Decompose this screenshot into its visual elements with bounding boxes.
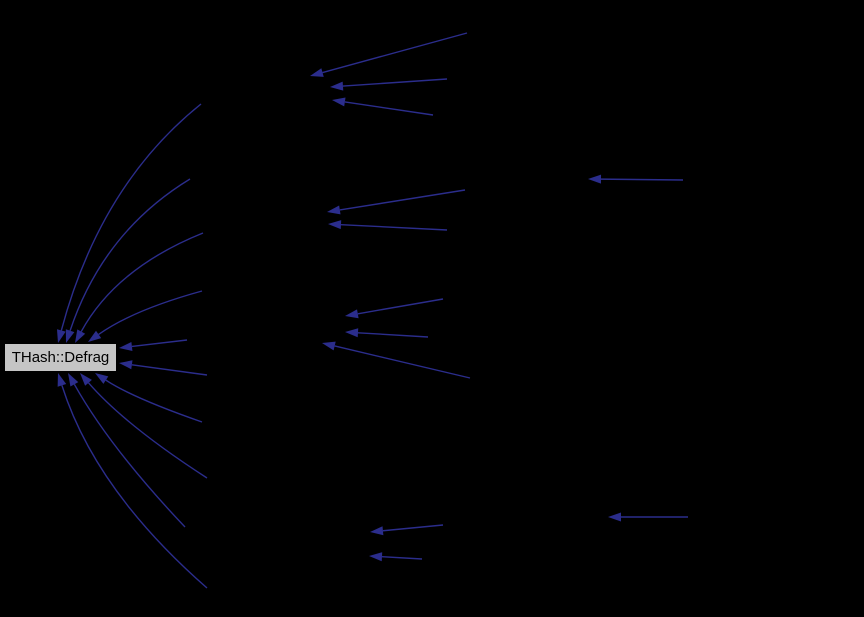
arrowhead-icon: [369, 552, 383, 562]
arrowhead-icon: [330, 81, 344, 91]
arrowhead-icon: [88, 330, 102, 342]
call-edge: [357, 298, 444, 315]
call-edge: [98, 290, 203, 336]
call-edge: [60, 103, 202, 331]
arrowhead-icon: [345, 309, 359, 319]
arrowhead-icon: [332, 97, 346, 107]
call-edge: [105, 379, 203, 423]
call-edge: [61, 385, 208, 589]
arrowhead-icon: [68, 373, 79, 387]
call-edge: [69, 178, 191, 331]
arrowhead-icon: [119, 342, 133, 351]
call-edge: [322, 32, 468, 74]
call-edge: [73, 384, 186, 528]
call-edge: [339, 189, 466, 211]
call-edge: [600, 178, 684, 181]
call-edge: [357, 332, 429, 338]
arrowhead-icon: [370, 526, 384, 536]
arrowhead-icon: [327, 205, 341, 215]
arrowhead-icon: [56, 329, 66, 343]
function-node-label: THash::Defrag: [11, 349, 110, 366]
arrowhead-icon: [608, 512, 621, 522]
edge-layer: [56, 32, 688, 589]
arrowhead-icon: [95, 373, 109, 384]
arrowhead-icon: [588, 174, 602, 184]
call-edge: [340, 223, 448, 231]
call-edge: [334, 345, 471, 379]
function-node-thash-defrag: THash::Defrag: [4, 343, 117, 372]
call-edge: [80, 232, 204, 332]
arrowhead-icon: [75, 329, 86, 343]
call-edge: [131, 339, 188, 348]
call-edge: [131, 364, 208, 376]
arrowhead-icon: [65, 329, 75, 343]
call-edge: [381, 556, 423, 560]
call-edge: [382, 524, 444, 532]
arrowhead-icon: [57, 373, 67, 387]
arrowhead-icon: [345, 328, 359, 338]
arrowhead-icon: [322, 341, 336, 351]
call-edge: [344, 101, 434, 116]
arrowhead-icon: [310, 68, 324, 77]
call-edge: [342, 78, 448, 87]
call-edge: [87, 382, 208, 479]
arrowhead-icon: [119, 360, 133, 370]
arrowhead-icon: [328, 220, 342, 230]
arrowhead-icon: [80, 373, 92, 386]
